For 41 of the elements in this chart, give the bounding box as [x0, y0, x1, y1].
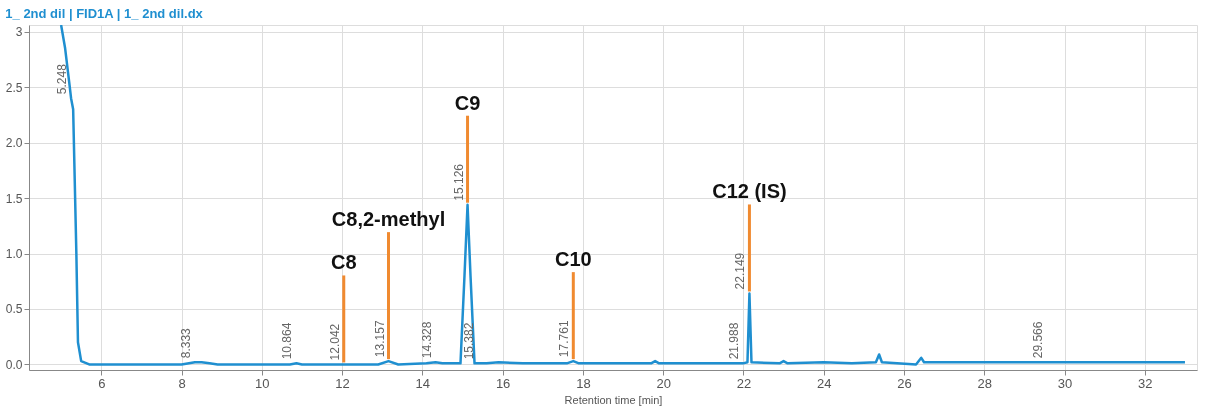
x-tick-label: 12 [335, 375, 350, 391]
annotation: 8.333 [178, 327, 193, 359]
annotation: 14.328 [419, 321, 434, 359]
x-tick-label: 30 [1057, 375, 1073, 391]
x-tick-label: 20 [656, 375, 671, 391]
annotation: C9 [454, 91, 481, 114]
y-tick-label: 1.5 [5, 191, 23, 206]
annotation: 29.566 [1031, 321, 1046, 359]
x-tick-label: 18 [576, 375, 591, 391]
x-tick-label: 32 [1138, 375, 1153, 391]
y-tick-label: 0.0 [5, 357, 23, 372]
x-tick-label: 28 [977, 375, 993, 391]
annotation: 12.042 [327, 323, 342, 361]
annotation: C8,2-methyl [331, 208, 446, 231]
annotation: 13.157 [372, 320, 387, 358]
x-tick-label: 24 [816, 375, 832, 391]
x-tick-label: 26 [897, 375, 912, 391]
x-tick-label: 16 [495, 375, 511, 391]
annotation: C10 [554, 248, 592, 271]
annotation: 5.248 [55, 63, 70, 95]
annotation: 15.382 [461, 322, 476, 360]
x-tick-label: 8 [178, 375, 186, 391]
annotation: C12 (IS) [712, 180, 787, 203]
x-tick-label: 10 [255, 375, 270, 391]
annotation: 10.864 [280, 322, 295, 360]
x-axis-title: Retention time [min] [564, 393, 663, 406]
annotation: 17.761 [557, 320, 572, 358]
annotation: C8 [330, 251, 357, 274]
x-tick-label: 14 [415, 375, 431, 391]
y-tick-label: 2.5 [5, 80, 23, 95]
y-tick-label: 3 [15, 25, 23, 40]
x-tick-label: 6 [98, 375, 106, 391]
annotation: 22.149 [733, 252, 748, 290]
line-series [59, 25, 1187, 366]
y-tick-label: 2.0 [5, 136, 23, 151]
annotation: 15.126 [451, 163, 466, 201]
y-tick-label: 1.0 [5, 247, 23, 262]
chart-title: 1_ 2nd dil | FID1A | 1_ 2nd dil.dx [5, 6, 204, 21]
y-tick-label: 0.5 [5, 302, 23, 317]
x-tick-label: 22 [736, 375, 752, 391]
annotation: 21.988 [726, 322, 741, 360]
